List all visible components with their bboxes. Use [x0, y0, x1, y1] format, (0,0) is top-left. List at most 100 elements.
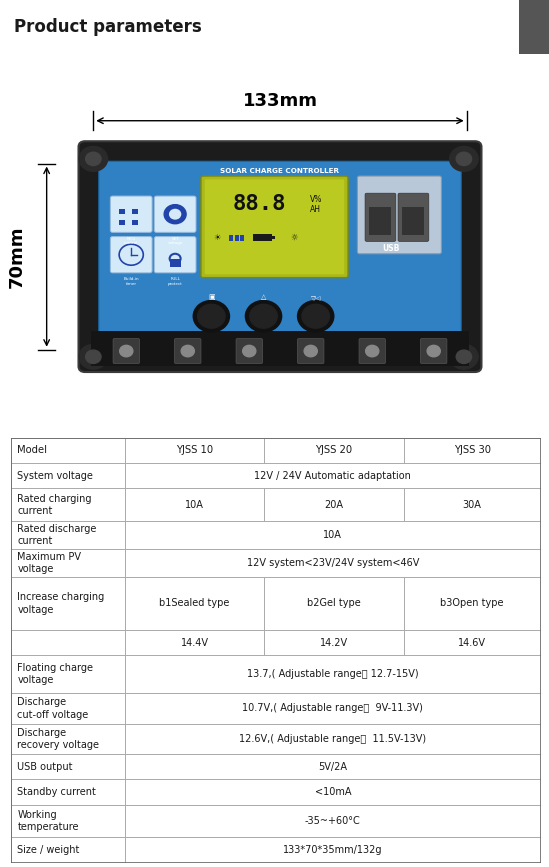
Circle shape — [427, 345, 440, 356]
Bar — [125, 694, 541, 724]
Bar — [125, 838, 541, 863]
Text: ☼: ☼ — [290, 233, 298, 242]
Bar — [132, 209, 138, 213]
Bar — [125, 577, 264, 630]
Bar — [11, 549, 125, 577]
Circle shape — [304, 345, 317, 356]
FancyBboxPatch shape — [154, 196, 196, 232]
Circle shape — [86, 153, 101, 166]
Text: 14.2V: 14.2V — [320, 637, 348, 648]
Bar — [404, 577, 541, 630]
Text: 10.7V,( Adjustable range：  9V-11.3V): 10.7V,( Adjustable range： 9V-11.3V) — [243, 703, 423, 714]
Text: YJSS 30: YJSS 30 — [453, 446, 491, 455]
Circle shape — [120, 345, 133, 356]
Text: Model: Model — [18, 446, 47, 455]
Text: b3Open type: b3Open type — [440, 598, 504, 609]
Text: 12V system<23V/24V system<46V: 12V system<23V/24V system<46V — [247, 558, 419, 568]
Bar — [125, 724, 541, 754]
Circle shape — [450, 344, 478, 369]
Circle shape — [79, 344, 108, 369]
Text: 12V / 24V Automatic adaptation: 12V / 24V Automatic adaptation — [254, 471, 411, 481]
Text: Size / weight: Size / weight — [18, 845, 80, 855]
Bar — [11, 488, 125, 521]
Bar — [11, 724, 125, 754]
Circle shape — [450, 147, 478, 172]
FancyBboxPatch shape — [79, 141, 481, 372]
Text: AH: AH — [310, 205, 321, 214]
Text: MCU
control: MCU control — [124, 237, 138, 245]
Text: ▽/◁: ▽/◁ — [311, 295, 321, 300]
Bar — [125, 779, 541, 805]
Text: 14.4V: 14.4V — [181, 637, 209, 648]
Text: Product parameters: Product parameters — [14, 18, 201, 36]
Text: 20A: 20A — [324, 500, 343, 510]
Bar — [229, 235, 233, 241]
Text: 70mm: 70mm — [8, 225, 25, 288]
Text: USB: USB — [382, 244, 400, 252]
Bar — [125, 630, 264, 655]
Text: 88.8: 88.8 — [233, 194, 287, 214]
Text: △: △ — [261, 294, 266, 300]
Text: ▣: ▣ — [208, 294, 215, 300]
Bar — [11, 521, 125, 549]
Circle shape — [170, 210, 181, 219]
Circle shape — [456, 350, 472, 363]
Text: b1Sealed type: b1Sealed type — [159, 598, 229, 609]
Bar — [240, 235, 244, 241]
Circle shape — [79, 147, 108, 172]
FancyBboxPatch shape — [357, 176, 441, 254]
Text: V%: V% — [310, 195, 323, 204]
Text: SOLAR CHARGE CONTROLLER: SOLAR CHARGE CONTROLLER — [221, 168, 339, 173]
FancyBboxPatch shape — [175, 339, 201, 363]
FancyBboxPatch shape — [201, 176, 348, 277]
Text: Maximum PV
voltage: Maximum PV voltage — [18, 551, 81, 574]
Bar — [91, 330, 469, 366]
Bar — [11, 838, 125, 863]
Bar — [253, 234, 272, 241]
Text: 133mm: 133mm — [243, 92, 317, 110]
Circle shape — [181, 345, 194, 356]
Text: SET
voltage: SET voltage — [167, 237, 183, 245]
Bar — [264, 438, 404, 463]
Text: ☀: ☀ — [213, 233, 221, 242]
Text: b2Gel type: b2Gel type — [307, 598, 361, 609]
Circle shape — [456, 153, 472, 166]
Bar — [369, 206, 391, 235]
Circle shape — [164, 205, 186, 224]
Bar — [125, 655, 541, 694]
Text: 10A: 10A — [323, 531, 342, 540]
Bar — [125, 463, 541, 488]
Text: 12.6V,( Adjustable range：  11.5V-13V): 12.6V,( Adjustable range： 11.5V-13V) — [239, 733, 427, 744]
FancyBboxPatch shape — [398, 193, 429, 241]
FancyBboxPatch shape — [298, 339, 324, 363]
Bar — [125, 549, 541, 577]
Text: -35~+60°C: -35~+60°C — [305, 816, 361, 826]
Bar — [125, 805, 541, 838]
Circle shape — [198, 304, 225, 328]
Bar — [11, 754, 125, 779]
Bar — [404, 438, 541, 463]
Text: 133*70*35mm/132g: 133*70*35mm/132g — [283, 845, 383, 855]
Text: Floating charge
voltage: Floating charge voltage — [18, 663, 93, 686]
Text: 14.6V: 14.6V — [458, 637, 486, 648]
Bar — [125, 754, 541, 779]
Text: FULL
protect: FULL protect — [168, 277, 182, 286]
Text: Build-in
timer: Build-in timer — [124, 277, 139, 286]
Bar — [125, 521, 541, 549]
Circle shape — [193, 301, 229, 332]
FancyBboxPatch shape — [359, 339, 385, 363]
Text: Rated discharge
current: Rated discharge current — [18, 524, 97, 546]
Circle shape — [86, 350, 101, 363]
Bar — [132, 220, 138, 225]
Bar — [11, 630, 125, 655]
Text: Increase charging
voltage: Increase charging voltage — [18, 592, 105, 615]
Bar — [235, 235, 239, 241]
Bar — [11, 779, 125, 805]
Text: Working
temperature: Working temperature — [18, 810, 79, 832]
Bar — [125, 438, 264, 463]
Text: 30A: 30A — [463, 500, 481, 510]
Bar — [264, 488, 404, 521]
FancyBboxPatch shape — [154, 237, 196, 273]
Bar — [264, 577, 404, 630]
Bar — [11, 655, 125, 694]
